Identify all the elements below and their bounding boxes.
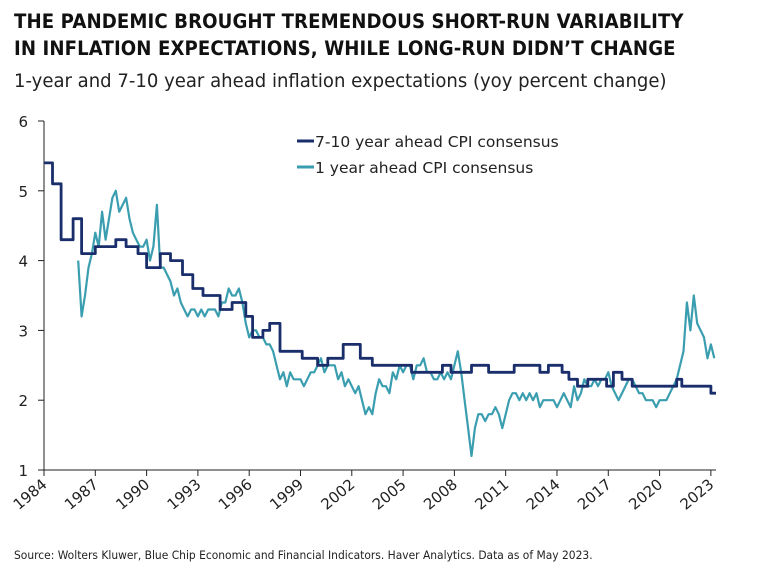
x-tick-label: 2002 [318, 475, 359, 513]
y-tick-label: 6 [18, 113, 28, 131]
x-tick-label: 1987 [61, 475, 102, 513]
y-tick-label: 5 [18, 183, 28, 201]
x-tick-label: 2011 [471, 475, 512, 513]
x-tick-label: 1990 [112, 475, 153, 513]
chart-legend: 7-10 year ahead CPI consensus 1 year ahe… [297, 133, 559, 177]
x-tick-label: 2014 [523, 475, 564, 513]
y-tick-label: 2 [18, 392, 28, 410]
chart-lines [44, 161, 716, 458]
y-tick-label: 1 [18, 462, 28, 480]
legend-label-short-run: 1 year ahead CPI consensus [315, 159, 533, 177]
x-tick-label: 1984 [10, 475, 51, 513]
x-tick-label: 1993 [164, 475, 205, 513]
source-note: Source: Wolters Kluwer, Blue Chip Econom… [14, 548, 593, 562]
x-tick-label: 2023 [677, 475, 718, 513]
series-line-long-run [44, 161, 716, 395]
y-tick-label: 4 [18, 253, 28, 271]
series-line-short-run [77, 189, 716, 458]
legend-label-long-run: 7-10 year ahead CPI consensus [315, 133, 559, 151]
y-tick-label: 3 [18, 322, 28, 340]
x-tick-label: 2017 [574, 475, 615, 513]
chart-subtitle: 1-year and 7-10 year ahead inflation exp… [14, 70, 667, 92]
x-tick-label: 1999 [266, 475, 307, 513]
x-tick-label: 2008 [420, 475, 461, 513]
x-tick-label: 2020 [625, 475, 666, 513]
chart-title: THE PANDEMIC BROUGHT TREMENDOUS SHORT-RU… [14, 10, 684, 60]
x-tick-label: 1996 [215, 475, 256, 513]
x-tick-label: 2005 [369, 475, 410, 513]
